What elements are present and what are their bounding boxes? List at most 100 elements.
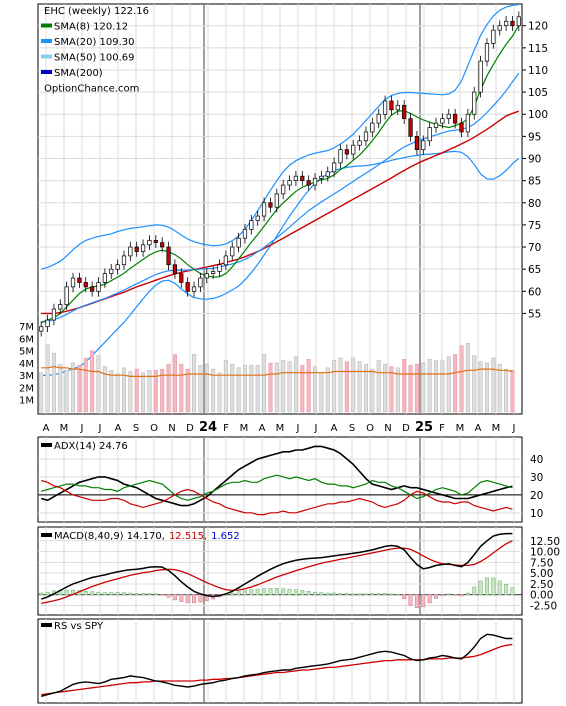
candle-body	[478, 60, 483, 93]
legend-swatch	[41, 54, 52, 59]
macd-histogram-bar	[198, 594, 203, 603]
macd-histogram-bar	[192, 594, 197, 604]
adx-series-di	[41, 479, 513, 516]
year-label: 24	[199, 420, 217, 435]
candle-body	[287, 180, 292, 186]
volume-bar	[223, 360, 228, 413]
macd-line	[40, 532, 513, 600]
month-label: J	[98, 423, 102, 434]
volume-bar	[453, 354, 458, 413]
candle-body	[433, 122, 439, 128]
volume-bar	[109, 370, 114, 413]
macd-histogram-bar	[491, 577, 496, 595]
macd-tick-label: 0.00	[530, 590, 553, 602]
candle-body	[453, 113, 458, 124]
macd-tick-label: 5.00	[530, 568, 553, 580]
candle-body	[261, 202, 267, 217]
macd-histogram-bar	[344, 593, 349, 595]
volume-bar	[408, 365, 413, 413]
volume-bar	[287, 361, 292, 413]
month-label: A	[115, 423, 122, 434]
volume-bar	[402, 359, 407, 413]
macd-histogram-bar	[363, 593, 368, 595]
month-label: D	[186, 423, 194, 434]
macd-histogram-bar	[484, 577, 489, 595]
macd-histogram-bar	[357, 593, 362, 595]
month-label: O	[366, 423, 374, 434]
macd-histogram-bar	[434, 594, 439, 599]
candle-body	[77, 277, 82, 283]
candle-body	[236, 237, 241, 248]
candle-body	[121, 255, 127, 266]
volume-bar	[313, 366, 318, 413]
candle-body	[83, 282, 88, 288]
macd-histogram-bar	[141, 593, 146, 595]
macd-histogram-bar	[204, 594, 209, 602]
macd-histogram-bar	[96, 591, 101, 595]
macd-histogram-bar	[121, 592, 126, 595]
volume-bar	[497, 363, 502, 413]
legend-label: EHC (weekly) 122.16	[44, 6, 149, 17]
volume-bar	[160, 368, 165, 413]
candle-body	[344, 149, 349, 155]
candle-body	[421, 140, 426, 151]
candle-body	[96, 282, 101, 292]
volume-bar	[255, 365, 260, 413]
candle-body	[503, 20, 509, 27]
volume-bar	[357, 361, 362, 413]
macd-legend-part: 1.652	[211, 531, 240, 542]
month-label: F	[439, 423, 445, 434]
candle-body	[414, 136, 420, 151]
price-tick-label: 100	[528, 109, 548, 121]
candle-body	[389, 100, 394, 111]
month-label: D	[402, 423, 410, 434]
macd-histogram-bar	[45, 591, 50, 595]
macd-histogram-bar	[472, 586, 477, 595]
macd-histogram-bar	[383, 593, 388, 595]
volume-bar	[198, 365, 203, 413]
candle-body	[191, 286, 197, 292]
sma20-line	[41, 72, 520, 323]
macd-histogram-bar	[319, 592, 324, 595]
macd-histogram-bar	[115, 592, 120, 595]
macd-histogram-bar	[453, 594, 458, 596]
macd-legend-label: MACD(8,40,9) 14.170, 12.515, 1.652	[54, 531, 240, 542]
macd-histogram-bar	[421, 594, 426, 608]
candle-body	[128, 246, 133, 257]
candle-body	[510, 20, 515, 27]
adx-legend-label: ADX(14) 24.76	[54, 441, 128, 452]
candle-body	[179, 273, 184, 283]
volume-bar	[211, 368, 216, 413]
volume-bar	[102, 366, 107, 413]
candle-body	[255, 215, 260, 221]
legend-swatch	[41, 23, 52, 28]
candle-body	[370, 122, 375, 133]
macd-tick-label: 12.50	[530, 536, 560, 548]
upper-band-line	[41, 3, 519, 270]
year-label: 25	[415, 420, 433, 435]
candle-body	[472, 91, 477, 115]
candle-body	[459, 122, 464, 133]
month-label: M	[456, 423, 465, 434]
volume-bar	[281, 360, 286, 413]
volume-ma-line	[41, 365, 513, 377]
candle-body	[204, 273, 209, 279]
macd-histogram-bar	[160, 594, 165, 596]
candle-body	[172, 264, 178, 274]
candle-body	[319, 175, 324, 179]
macd-histogram-bar	[427, 594, 432, 604]
volume-bar	[64, 370, 69, 413]
volume-tick-label: 6M	[19, 334, 34, 345]
legend-label: OptionChance.com	[44, 84, 139, 95]
macd-histogram-bar	[274, 588, 279, 595]
candle-body	[268, 202, 273, 208]
macd-histogram-bar	[268, 588, 273, 595]
legend-label: SMA(200)	[54, 68, 103, 79]
candle-body	[134, 246, 139, 252]
macd-histogram-bar	[376, 593, 381, 595]
volume-bar	[77, 365, 82, 413]
candle-body	[440, 118, 445, 124]
price-tick-label: 120	[528, 21, 548, 33]
macd-histogram-bar	[39, 592, 44, 595]
volume-bar	[268, 362, 273, 413]
